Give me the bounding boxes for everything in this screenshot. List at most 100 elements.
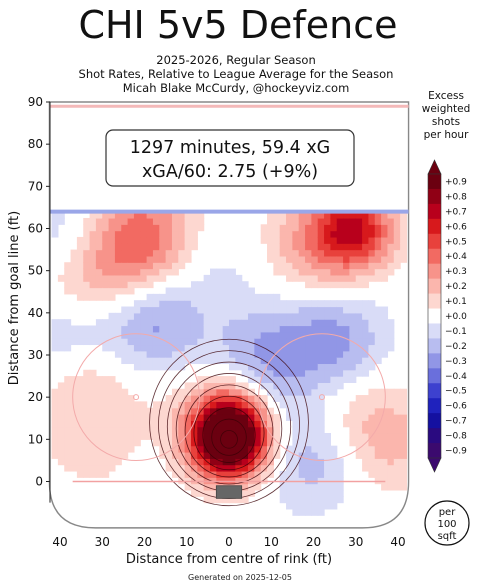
- heat-cell: [95, 338, 103, 346]
- heat-cell: [248, 293, 255, 301]
- heat-cell: [286, 306, 293, 314]
- heat-cell: [178, 350, 186, 358]
- heat-cell: [209, 350, 217, 358]
- heat-cell: [273, 344, 281, 352]
- heat-cell: [165, 458, 173, 466]
- heat-cell: [260, 331, 268, 339]
- heat-cell: [317, 224, 325, 232]
- heat-cell: [387, 464, 395, 472]
- heat-cell: [343, 420, 351, 428]
- heat-cell: [279, 224, 287, 232]
- heat-cell: [355, 451, 363, 459]
- heat-cell: [102, 439, 110, 447]
- heat-cell: [190, 407, 198, 415]
- colorbar-label: +0.2: [445, 282, 467, 292]
- y-tick-label: 50: [28, 264, 43, 278]
- heat-cell: [298, 319, 306, 327]
- heat-cell: [133, 268, 141, 276]
- heat-cell: [362, 306, 370, 314]
- heat-cell: [241, 489, 249, 497]
- heat-cell: [381, 395, 389, 402]
- heat-cell: [216, 293, 224, 301]
- heat-cell: [152, 439, 160, 447]
- heat-cell: [140, 274, 148, 282]
- heat-cell: [305, 382, 312, 390]
- heat-cell: [114, 287, 122, 295]
- y-tick-label: 60: [28, 222, 43, 236]
- heat-cell: [317, 395, 325, 402]
- heat-cell: [286, 249, 293, 257]
- heat-cell: [298, 483, 306, 491]
- heat-cell: [64, 433, 72, 440]
- heat-cell: [89, 445, 97, 453]
- heat-cell: [222, 325, 230, 333]
- heat-cell: [203, 325, 211, 333]
- heat-cell: [222, 344, 230, 352]
- heat-cell: [89, 439, 97, 447]
- heat-cell: [381, 224, 389, 232]
- heat-cell: [89, 464, 97, 472]
- heat-cell: [349, 211, 357, 219]
- heat-cell: [152, 312, 160, 320]
- heat-cell: [349, 319, 357, 327]
- heat-cell: [273, 350, 281, 358]
- heat-cell: [241, 338, 249, 346]
- heat-cell: [235, 350, 243, 358]
- heat-cell: [235, 420, 243, 428]
- heat-cell: [254, 300, 262, 308]
- heat-cell: [102, 274, 110, 282]
- heat-cell: [241, 464, 249, 472]
- heat-cell: [70, 445, 78, 453]
- heat-cell: [89, 249, 97, 257]
- heat-cell: [286, 414, 293, 421]
- heat-cell: [209, 382, 217, 390]
- heat-cell: [64, 420, 72, 428]
- heat-cell: [209, 458, 217, 466]
- heat-cell: [64, 388, 72, 396]
- heat-cell: [286, 489, 293, 497]
- heat-cell: [298, 395, 306, 402]
- heat-cell: [292, 508, 300, 516]
- heat-cell: [209, 407, 217, 415]
- heat-cell: [381, 319, 389, 327]
- heat-cell: [222, 426, 230, 434]
- heat-cell: [184, 243, 192, 251]
- heat-cell: [311, 489, 319, 497]
- heat-cell: [133, 217, 141, 225]
- heat-cell: [140, 312, 148, 320]
- heat-cell: [248, 395, 255, 402]
- heat-cell: [336, 331, 344, 339]
- heat-cell: [102, 217, 110, 225]
- heat-cell: [324, 312, 331, 320]
- heat-cell: [235, 319, 243, 327]
- heat-cell: [57, 319, 65, 327]
- colorbar-label: +0.0: [445, 312, 467, 322]
- heat-cell: [362, 363, 370, 371]
- heat-cell: [305, 249, 312, 257]
- heat-cell: [298, 369, 306, 377]
- heat-cell: [159, 306, 167, 314]
- heat-cell: [83, 420, 91, 428]
- heat-cell: [374, 306, 382, 314]
- heat-cell: [336, 483, 344, 491]
- heat-cell: [133, 312, 141, 320]
- heat-cell: [368, 312, 376, 320]
- heat-cell: [286, 458, 293, 466]
- heat-cell: [305, 470, 312, 478]
- heat-cell: [381, 464, 389, 472]
- heat-cell: [298, 382, 306, 390]
- heat-cell: [286, 369, 293, 377]
- heat-cell: [216, 312, 224, 320]
- heat-cell: [355, 407, 363, 415]
- heat-cell: [184, 217, 192, 225]
- heat-cell: [267, 433, 274, 440]
- heat-cell: [222, 376, 230, 383]
- heat-cell: [298, 217, 306, 225]
- heat-cell: [203, 344, 211, 352]
- heat-cell: [279, 496, 287, 504]
- heat-cell: [121, 426, 129, 434]
- heat-cell: [178, 433, 186, 440]
- heat-cell: [76, 249, 84, 257]
- heat-cell: [368, 224, 376, 232]
- heat-cell: [330, 458, 338, 466]
